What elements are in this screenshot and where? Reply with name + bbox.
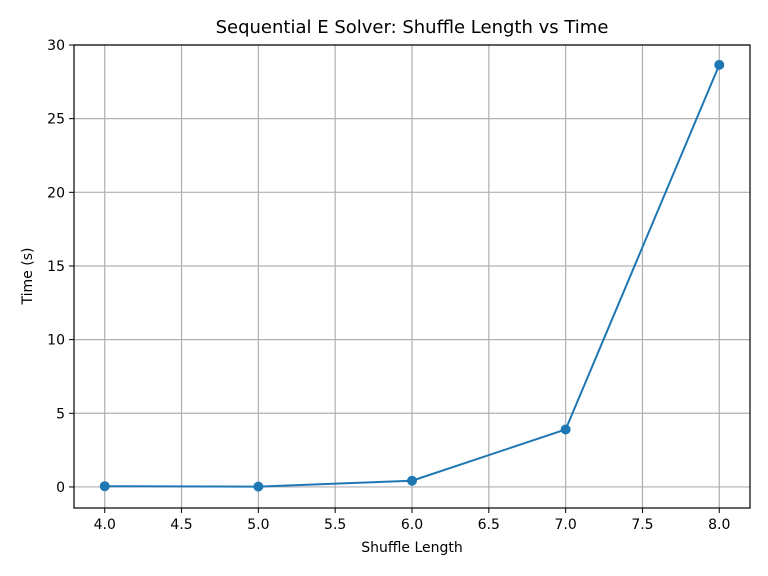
data-point [560,424,571,435]
data-point [714,59,725,70]
y-tick-label: 0 [56,480,65,496]
x-tick-label: 6.5 [478,517,500,533]
data-point [99,481,110,492]
x-tick-label: 8.0 [708,517,730,533]
x-tick-label: 5.0 [247,517,269,533]
x-tick-label: 4.5 [170,517,192,533]
data-series [99,59,725,492]
x-tick-label: 4.0 [94,517,116,533]
y-tick-label: 10 [47,333,65,349]
x-tick-label: 7.0 [555,517,577,533]
x-axis-label: Shuffle Length [361,540,463,556]
x-tick-label: 5.5 [324,517,346,533]
x-tick-label: 6.0 [401,517,423,533]
chart-title: Sequential E Solver: Shuffle Length vs T… [216,17,609,38]
y-tick-label: 20 [47,185,65,201]
axis-ticks: 4.0 4.5 5.0 5.5 6.0 6.5 7.0 7.5 8.0 0 5 10 15 20 25 30 [47,38,730,533]
y-tick-label: 5 [56,406,65,422]
y-tick-label: 25 [47,112,65,128]
y-tick-label: 30 [47,38,65,54]
data-point [407,475,417,486]
x-tick-label: 7.5 [631,517,653,533]
grid [74,44,750,508]
y-tick-label: 15 [47,259,65,275]
plot-frame [73,44,751,509]
data-point [253,481,264,492]
y-axis-label: Time (s) [20,248,36,306]
